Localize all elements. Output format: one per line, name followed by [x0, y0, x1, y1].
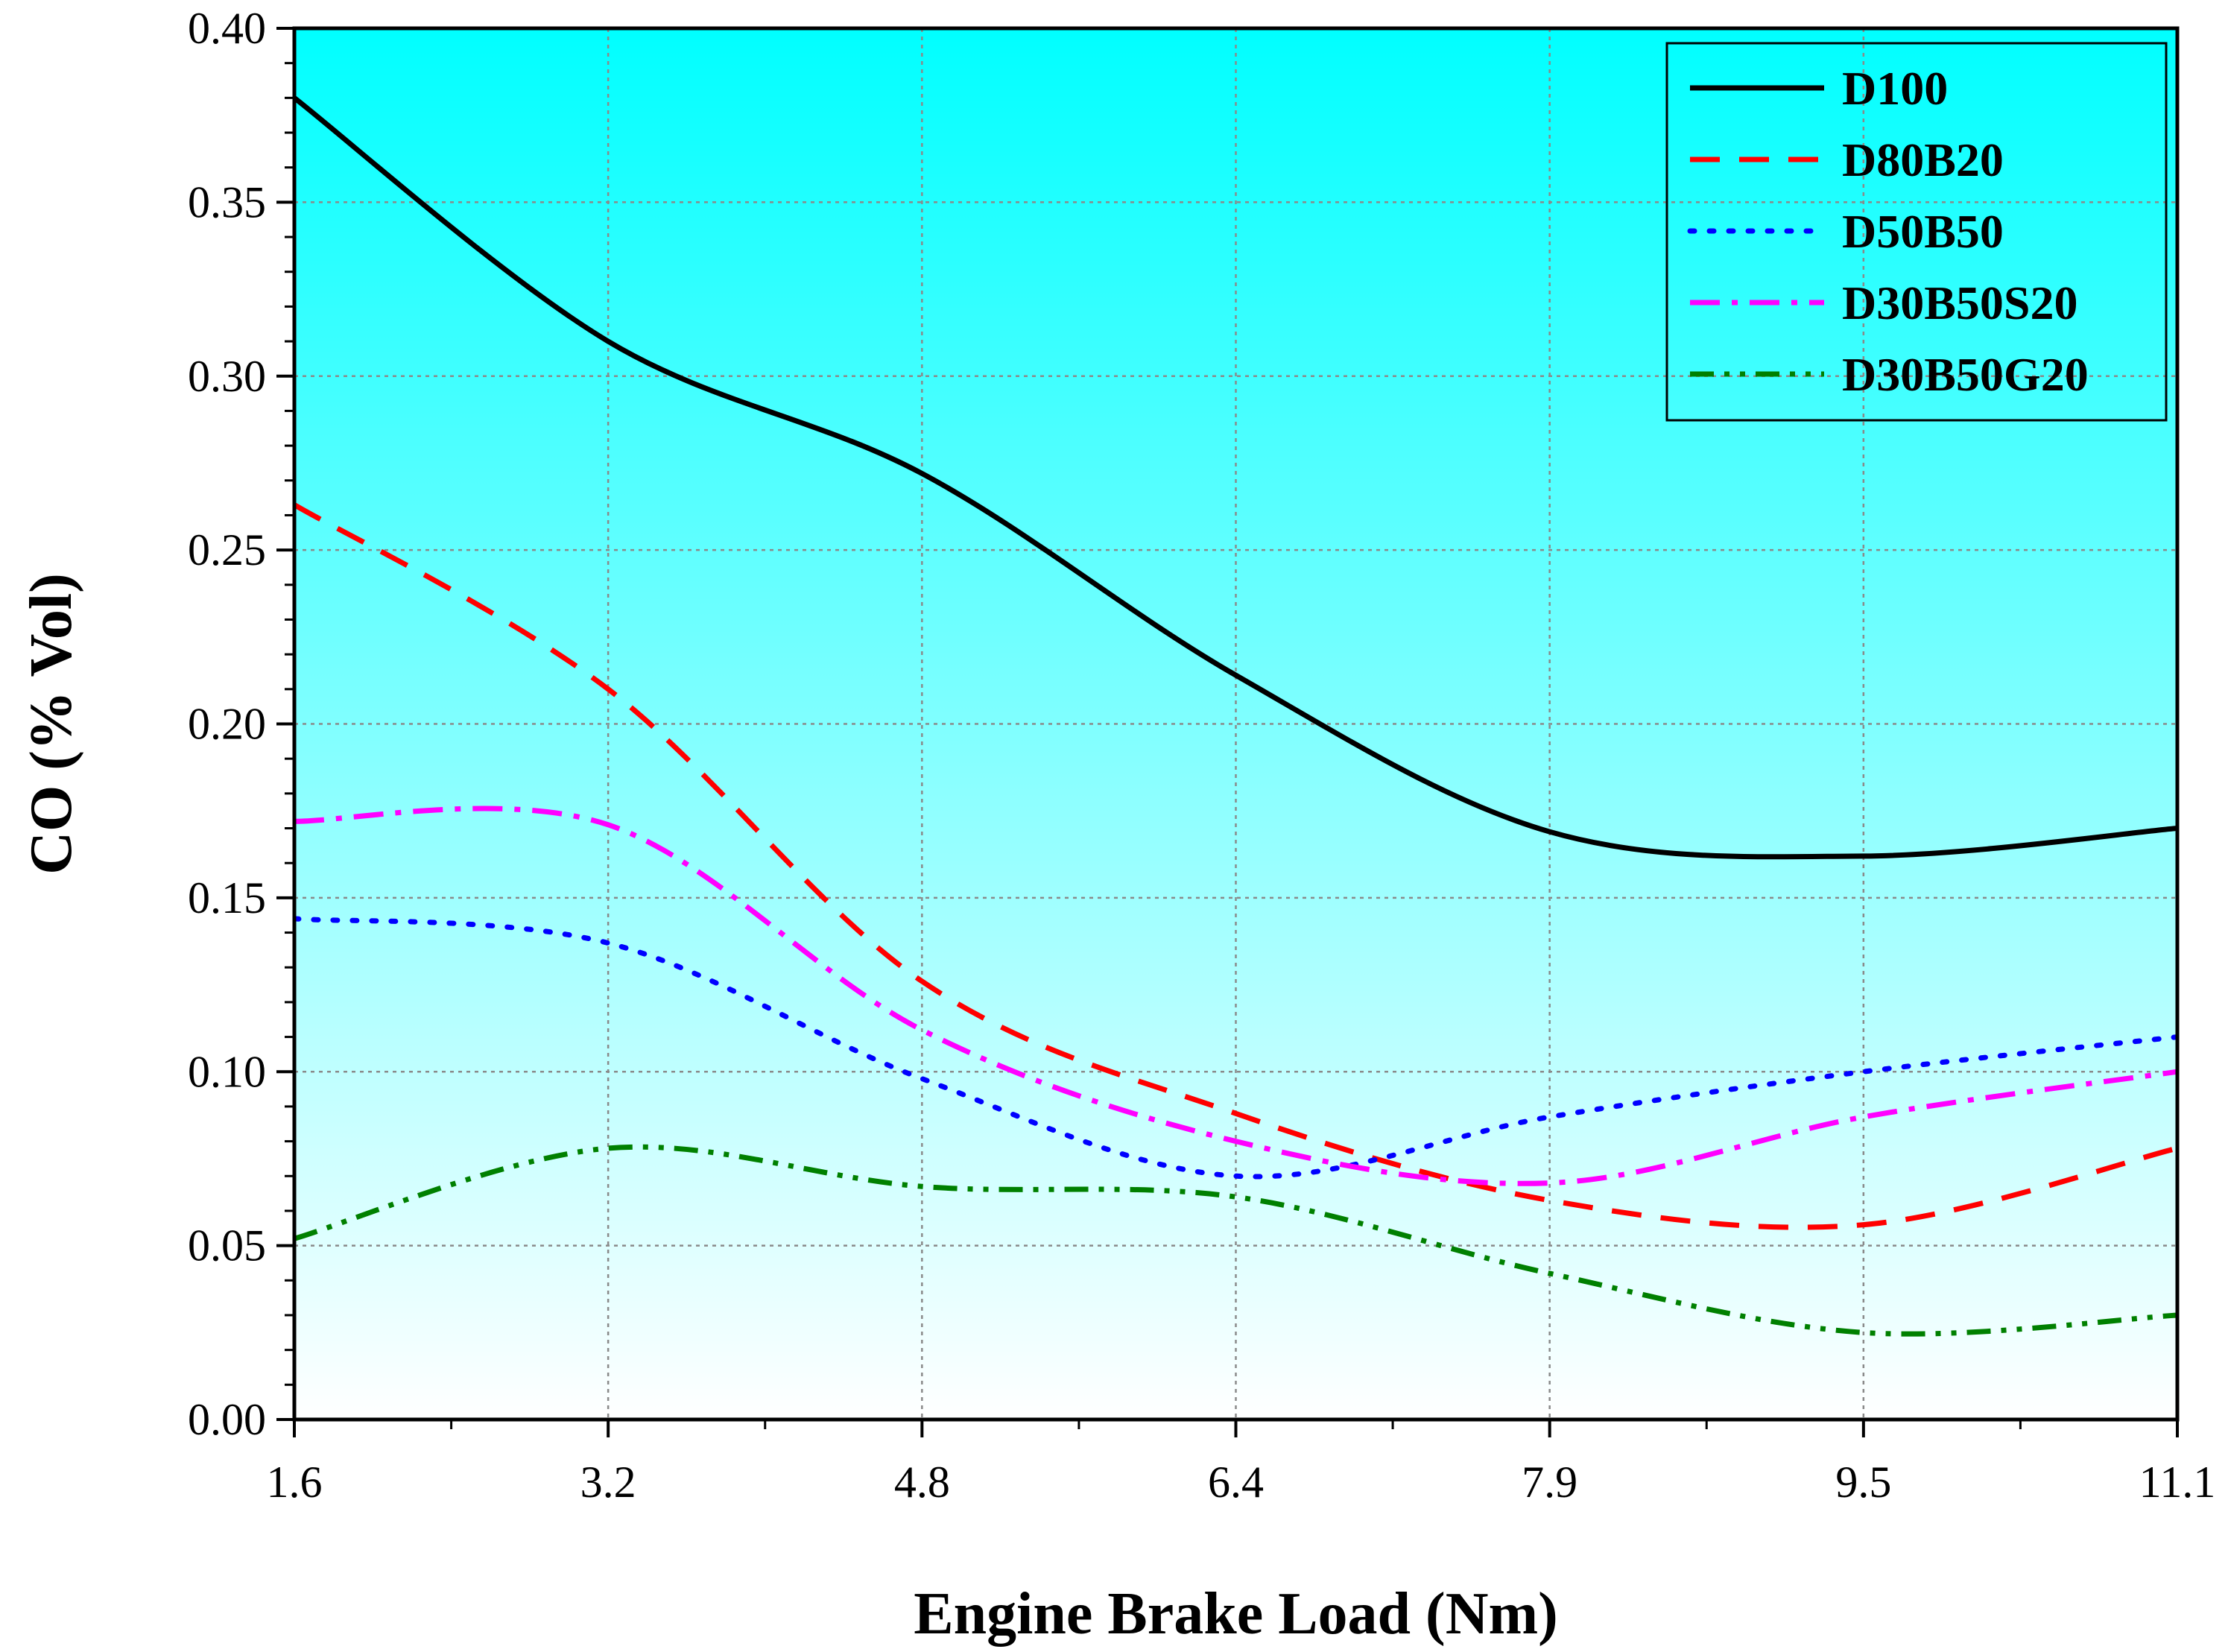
- axis-ticks: [276, 27, 2179, 1437]
- y-tick-label: 0.40: [188, 4, 266, 53]
- y-axis-title: CO (% Vol): [19, 573, 84, 875]
- y-tick-label: 0.30: [188, 352, 266, 401]
- x-tick-label: 1.6: [267, 1458, 323, 1507]
- series-lines: [294, 95, 2177, 1337]
- y-tick-label: 0.35: [188, 177, 266, 227]
- series-line-d50b50: [294, 916, 2177, 1180]
- legend-label-d30b50s20: D30B50S20: [1842, 276, 2078, 329]
- x-tick-label: 11.1: [2139, 1458, 2216, 1507]
- y-tick-label: 0.15: [188, 873, 266, 922]
- legend-label-d100: D100: [1842, 62, 1948, 115]
- legend-box: [1665, 42, 2168, 422]
- tick-labels: 1.6 3.2 4.8 6.4 7.9 9.5 11.1 0.00 0.05 0.10 0.15 0.…: [188, 4, 2215, 1507]
- legend-label-d50b50: D50B50: [1842, 205, 2004, 258]
- x-axis-title: Engine Brake Load (Nm): [914, 1581, 1558, 1647]
- grid: [294, 28, 2177, 1420]
- x-tick-label: 4.8: [894, 1458, 950, 1507]
- series-line-d30b50s20: [294, 806, 2177, 1186]
- y-tick-label: 0.05: [188, 1221, 266, 1270]
- series-line-d100: [294, 95, 2177, 860]
- legend: D100 D80B20 D50B50 D30B50S20 D30B50G20: [1665, 42, 2168, 422]
- legend-label-d30b50g20: D30B50G20: [1842, 348, 2089, 401]
- x-tick-label: 3.2: [580, 1458, 636, 1507]
- series-line-d80b20: [294, 502, 2177, 1230]
- x-tick-label: 7.9: [1522, 1458, 1577, 1507]
- y-tick-label: 0.25: [188, 525, 266, 575]
- x-tick-label: 6.4: [1208, 1458, 1264, 1507]
- legend-label-d80b20: D80B20: [1842, 133, 2004, 186]
- y-tick-label: 0.10: [188, 1047, 266, 1096]
- y-tick-label: 0.20: [188, 700, 266, 749]
- x-tick-label: 9.5: [1835, 1458, 1891, 1507]
- y-tick-label: 0.00: [188, 1395, 266, 1444]
